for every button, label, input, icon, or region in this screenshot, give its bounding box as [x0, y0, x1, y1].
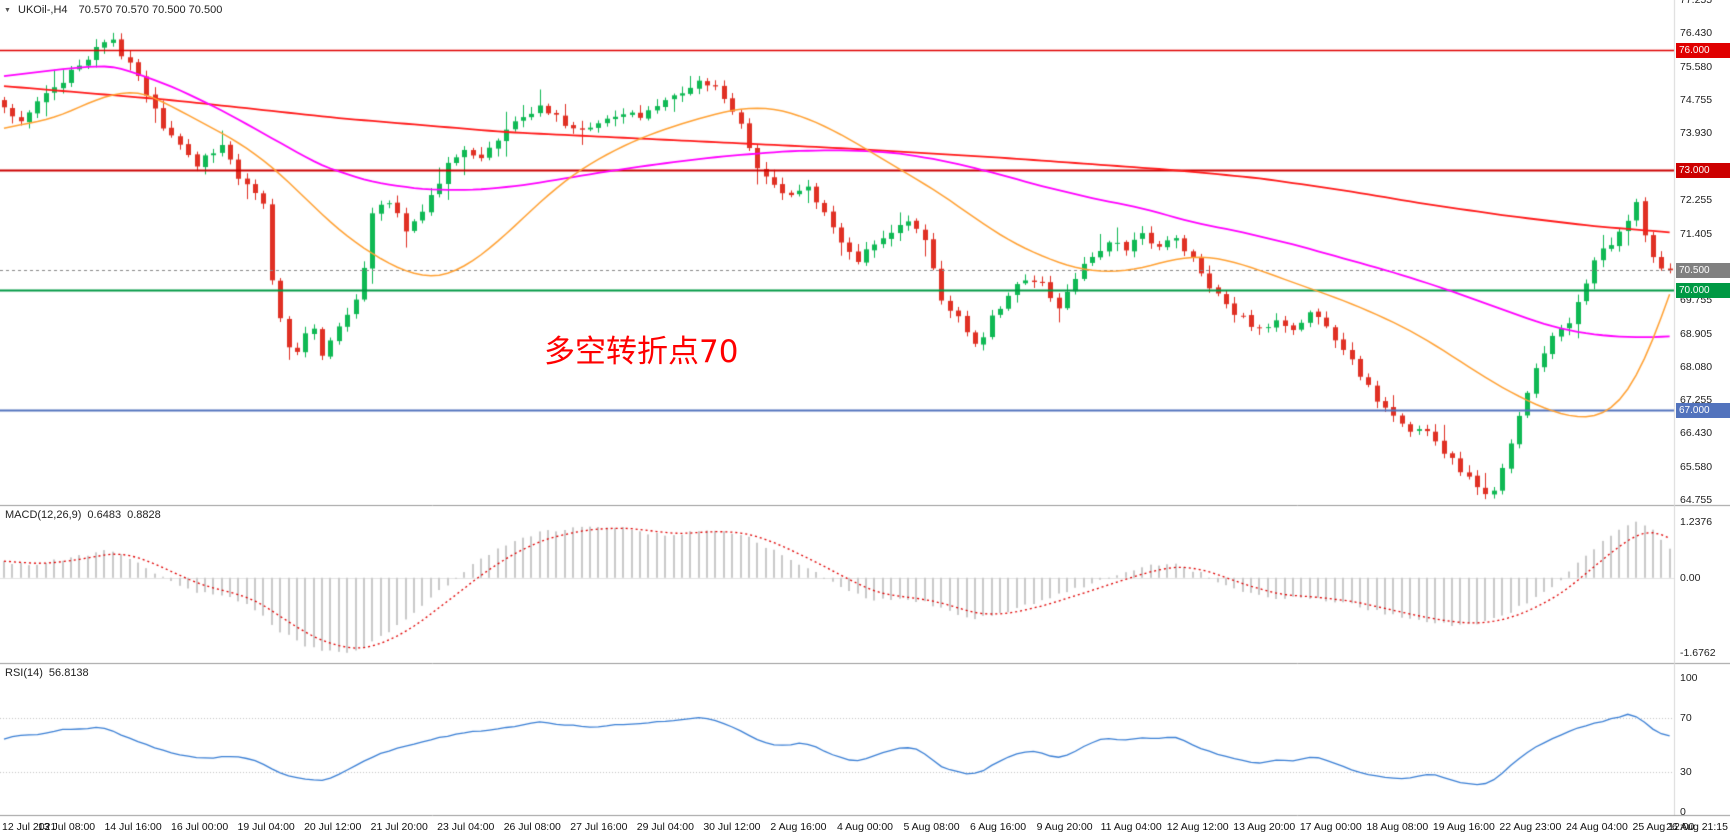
price-tick-label: 65.580 — [1680, 461, 1713, 474]
price-tick-label: 77.255 — [1680, 0, 1712, 6]
time-tick-label: 19 Jul 04:00 — [237, 821, 295, 833]
rsi-tick-label: 100 — [1680, 672, 1698, 684]
time-tick-label: 26 Jul 08:00 — [503, 821, 561, 833]
time-tick-label: 23 Jul 04:00 — [437, 821, 495, 833]
time-tick-label: 30 Jul 12:00 — [703, 821, 761, 833]
symbol-timeframe: UKOil-,H4 — [18, 4, 68, 16]
rsi-indicator-label: RSI(14) 56.8138 — [5, 667, 95, 679]
rsi-value: 56.8138 — [48, 667, 89, 679]
time-tick-label: 27 Jul 16:00 — [570, 821, 628, 833]
price-tick-label: 64.755 — [1680, 494, 1713, 507]
price-tick-label: 73.930 — [1680, 126, 1713, 139]
chart-annotation: 多空转折点70 — [544, 334, 739, 370]
time-tick-label: 21 Jul 20:00 — [370, 821, 428, 833]
price-tick-label: 68.080 — [1680, 361, 1713, 374]
time-tick-label: 12 Jul 2021 — [2, 821, 57, 833]
time-tick-label: 13 Jul 08:00 — [37, 821, 96, 833]
macd-tick-label: 1.2376 — [1680, 516, 1713, 529]
rsi-title: RSI(14) — [5, 667, 43, 679]
chart-title: ▼ UKOil-,H4 70.570 70.570 70.500 70.500 — [4, 4, 222, 16]
price-tick-label: 74.755 — [1680, 93, 1713, 106]
macd-tick-label: -1.6762 — [1680, 646, 1716, 659]
object-marker-icon: ▼ — [4, 6, 11, 14]
price-level-badge: 67.000 — [1676, 402, 1730, 418]
time-tick-label: 18 Aug 08:00 — [1366, 821, 1429, 833]
time-tick-label: 4 Aug 00:00 — [836, 821, 894, 833]
time-tick-label: 5 Aug 08:00 — [903, 821, 960, 833]
time-tick-label: 20 Jul 12:00 — [304, 821, 362, 833]
time-tick-label: 11 Aug 04:00 — [1100, 821, 1162, 833]
time-tick-label: 6 Aug 16:00 — [970, 821, 1027, 833]
ohlc-values: 70.570 70.570 70.500 70.500 — [78, 4, 223, 16]
macd-signal-value: 0.8828 — [127, 509, 161, 521]
time-tick-label: 16 Jul 00:00 — [171, 821, 229, 833]
time-tick-label: 24 Aug 04:00 — [1565, 821, 1628, 833]
rsi-tick-label: 0 — [1680, 806, 1686, 818]
macd-main-value: 0.6483 — [87, 509, 122, 521]
time-tick-label: 17 Aug 00:00 — [1299, 821, 1362, 833]
time-tick-label: 9 Aug 20:00 — [1036, 821, 1093, 833]
time-tick-label: 25 Aug 12:00 — [1632, 821, 1695, 833]
time-tick-label: 2 Aug 16:00 — [770, 821, 827, 833]
time-tick-label: 14 Jul 16:00 — [104, 821, 162, 833]
price-level-badge: 70.000 — [1676, 282, 1730, 298]
time-tick-label: 12 Aug 12:00 — [1166, 821, 1229, 833]
time-tick-label: 26 Aug 21:15 — [1666, 821, 1728, 833]
price-tick-label: 72.255 — [1680, 194, 1713, 207]
time-tick-label: 22 Aug 23:00 — [1499, 821, 1562, 833]
macd-title: MACD(12,26,9) — [5, 509, 82, 521]
price-level-badge: 76.000 — [1676, 42, 1730, 58]
time-tick-label: 19 Aug 16:00 — [1432, 821, 1495, 833]
price-tick-label: 66.430 — [1680, 427, 1713, 440]
rsi-tick-label: 70 — [1680, 712, 1692, 725]
price-tick-label: 76.430 — [1680, 26, 1713, 39]
price-level-badge: 73.000 — [1676, 162, 1730, 178]
price-tick-label: 68.905 — [1680, 328, 1713, 341]
rsi-tick-label: 30 — [1680, 765, 1692, 778]
price-tick-label: 75.580 — [1680, 60, 1713, 73]
macd-indicator-label: MACD(12,26,9) 0.6483 0.8828 — [5, 509, 167, 521]
price-tick-label: 71.405 — [1680, 228, 1713, 241]
time-tick-label: 13 Aug 20:00 — [1233, 821, 1296, 833]
macd-tick-label: 0.00 — [1680, 571, 1701, 584]
current-price-badge: 70.500 — [1676, 262, 1730, 278]
time-tick-label: 29 Jul 04:00 — [636, 821, 694, 833]
